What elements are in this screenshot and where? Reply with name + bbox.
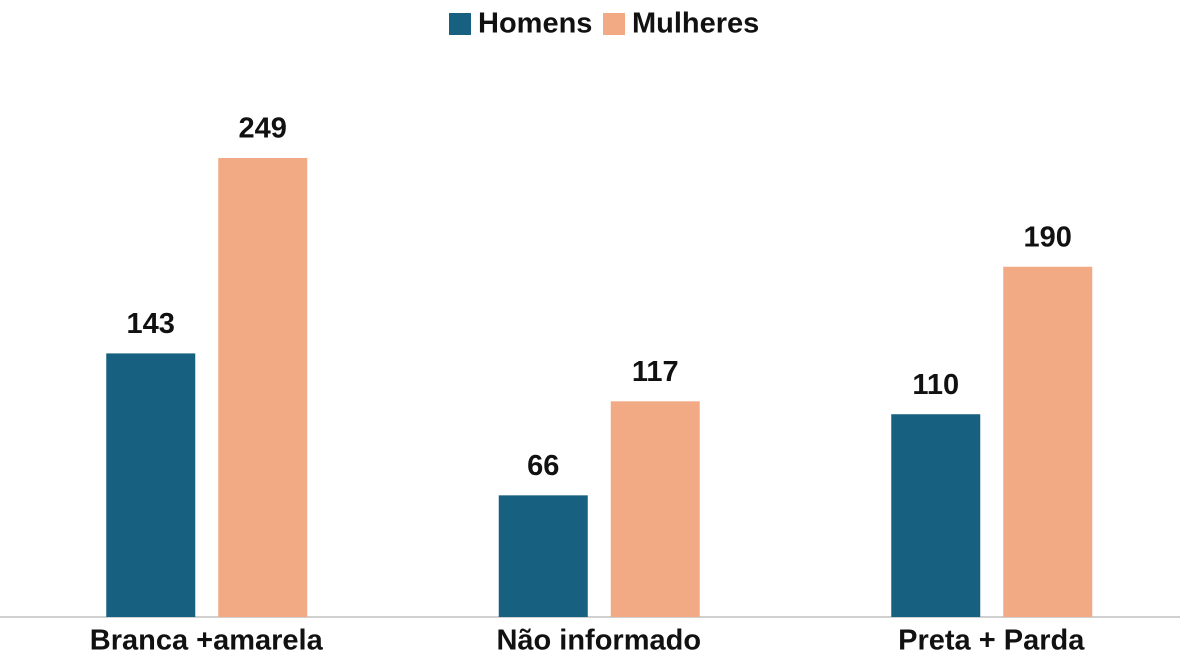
x-tick-label: Não informado [496,625,701,657]
data-label: 110 [912,369,959,401]
bar [106,353,196,617]
bar [498,495,588,617]
bar [610,401,700,617]
bar [891,414,981,617]
data-label: 249 [239,113,287,145]
data-label: 190 [1024,221,1072,253]
legend-label: Mulheres [632,8,759,40]
data-label: 117 [632,356,679,388]
bar [218,158,308,617]
legend-swatch [603,13,625,35]
legend-label: Homens [478,8,592,40]
x-tick-label: Preta + Parda [898,625,1085,657]
x-tick-label: Branca +amarela [90,625,324,657]
bar [1003,266,1093,617]
data-label: 66 [527,450,559,482]
legend-swatch [449,13,471,35]
data-label: 143 [127,308,175,340]
